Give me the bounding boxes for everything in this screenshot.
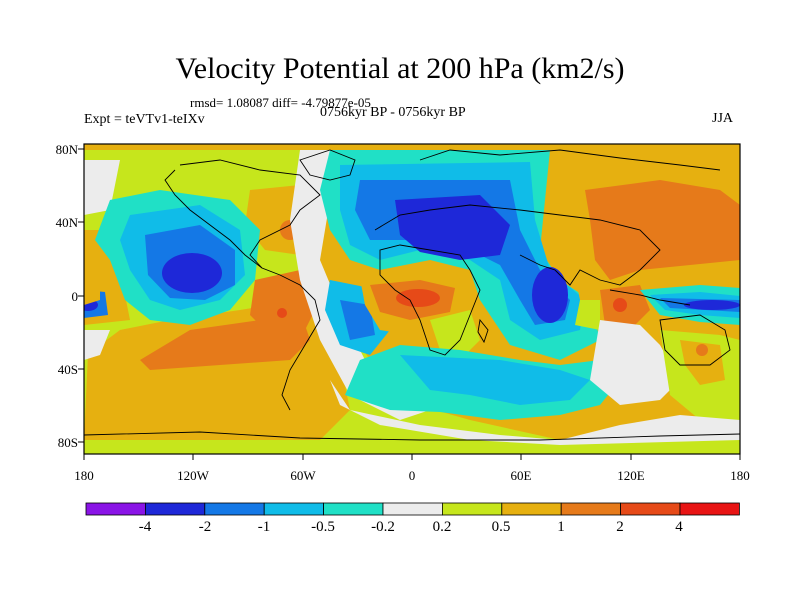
x-tick-label: 60W xyxy=(290,468,316,483)
x-tick-label: 120E xyxy=(617,468,645,483)
colorbar-swatch xyxy=(560,502,622,516)
colorbar-swatch xyxy=(620,502,681,516)
colorbar-swatch xyxy=(204,502,265,516)
colorbar-swatch xyxy=(323,502,384,516)
colorbar-swatch xyxy=(382,502,443,516)
colorbar-label: -4 xyxy=(138,519,152,535)
antarctica-coast xyxy=(84,431,740,441)
x-tick-label: 180 xyxy=(74,468,94,483)
colorbar-label: 1 xyxy=(557,519,565,535)
colorbar-swatch xyxy=(441,502,503,516)
colorbar-swatch xyxy=(263,502,325,516)
y-tick-label: 80N xyxy=(55,142,78,157)
chart-title: Velocity Potential at 200 hPa (km2/s) xyxy=(175,52,625,85)
axis-ticks xyxy=(78,148,741,460)
colorbar-swatch xyxy=(85,502,146,516)
colorbar-swatch xyxy=(144,502,206,516)
colorbar-label: -0.2 xyxy=(371,519,395,535)
x-tick-label: 0 xyxy=(408,468,416,483)
colorbar-label: -0.5 xyxy=(311,519,335,535)
colorbar-label: 0.2 xyxy=(432,519,452,535)
y-tick-label: 80S xyxy=(57,435,78,450)
eurasia-coast xyxy=(374,204,661,286)
colorbar-label: 4 xyxy=(675,519,683,535)
arctic-coast xyxy=(419,149,721,171)
colorbar-swatch xyxy=(501,502,562,516)
colorbar-label: -2 xyxy=(198,519,212,535)
greenland-coast xyxy=(299,149,356,181)
madagascar-coast xyxy=(477,318,489,344)
maritime-continent-coast xyxy=(609,289,691,306)
x-tick-label: 60E xyxy=(510,468,532,483)
colorbar-label: 0.5 xyxy=(491,519,511,535)
y-tick-label: 0 xyxy=(71,289,79,304)
season-label: JJA xyxy=(712,111,734,126)
rmsd-diff-stats: rmsd= 1.08087 diff= -4.79877e-05 xyxy=(190,95,371,110)
africa-coast xyxy=(379,244,481,356)
x-tick-label: 120W xyxy=(177,468,209,483)
colorbar-label: -1 xyxy=(257,519,271,535)
colorbar xyxy=(85,502,740,516)
americas-coast xyxy=(179,159,321,411)
period-label: 0756kyr BP - 0756kyr BP xyxy=(320,105,466,120)
y-tick-label: 40S xyxy=(57,362,78,377)
colorbar-swatch xyxy=(679,502,740,516)
experiment-label: Expt = teVTv1-teIXv xyxy=(84,112,205,127)
x-tick-label: 180 xyxy=(730,468,750,483)
velocity-potential-map xyxy=(84,144,740,454)
colorbar-label: 2 xyxy=(616,519,624,535)
coastlines xyxy=(84,149,740,441)
australia-coast xyxy=(659,314,731,366)
y-tick-label: 40N xyxy=(55,215,78,230)
